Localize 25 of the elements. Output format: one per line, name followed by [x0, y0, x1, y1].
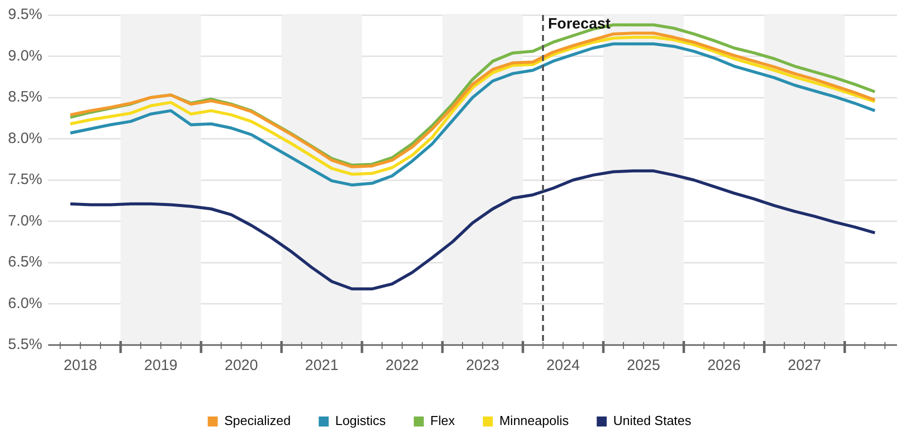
- y-tick-label: 8.0%: [8, 130, 42, 147]
- legend-label: Minneapolis: [499, 413, 570, 428]
- x-tick-label: 2023: [466, 357, 500, 374]
- y-tick-label: 6.5%: [8, 254, 42, 271]
- y-tick-label: 9.0%: [8, 47, 42, 64]
- x-tick-label: 2021: [305, 357, 338, 374]
- legend-label: United States: [613, 413, 692, 428]
- ref-line-label: Forecast: [548, 16, 611, 33]
- x-tick-label: 2025: [626, 357, 660, 374]
- x-tick-label: 2026: [707, 357, 741, 374]
- y-tick-label: 9.5%: [8, 6, 42, 24]
- legend-label: Flex: [430, 413, 456, 428]
- y-tick-label: 5.5%: [8, 336, 42, 354]
- y-tick-label: 7.5%: [8, 171, 42, 188]
- x-tick-label: 2024: [546, 357, 580, 374]
- y-tick-label: 6.0%: [8, 294, 42, 312]
- x-tick-label: 2019: [144, 357, 178, 374]
- x-tick-label: 2027: [788, 357, 822, 374]
- y-tick-label: 8.5%: [8, 88, 42, 106]
- x-tick-label: 2022: [386, 357, 419, 374]
- legend-label: Specialized: [224, 413, 291, 428]
- legend-label: Logistics: [335, 413, 386, 428]
- x-tick-label: 2018: [64, 357, 98, 374]
- y-tick-label: 7.0%: [8, 212, 42, 230]
- x-tick-label: 2020: [224, 357, 258, 374]
